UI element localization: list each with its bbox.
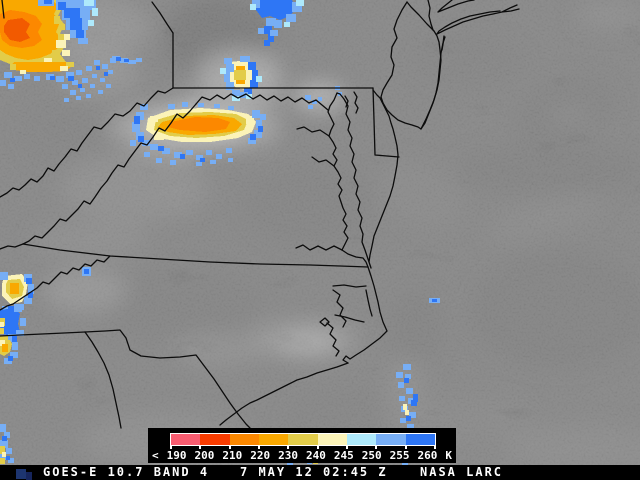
colorbar-tick-label: K <box>445 449 452 462</box>
coast-chesapeake-west <box>327 92 349 251</box>
border-nc-sc <box>84 329 251 429</box>
colorbar-tick <box>199 445 201 449</box>
border-nj-ny <box>406 1 435 32</box>
colorbar-tick-label: 230 <box>278 449 298 462</box>
coast-long-island <box>436 4 520 35</box>
colorbar-segment <box>376 434 406 445</box>
colorbar-tick <box>375 445 377 449</box>
border-ohio-river <box>0 87 174 198</box>
coast-upper-bay <box>344 91 359 114</box>
colorbar-tick-label: 210 <box>222 449 243 462</box>
cloud-texture-grain <box>0 0 640 465</box>
colorbar-tick <box>170 445 172 449</box>
colorbar-segment <box>405 434 435 445</box>
colorbar-tick <box>229 445 231 449</box>
state-borders <box>0 0 520 429</box>
datetime-label: 7 MAY 12 02:45 Z <box>240 465 388 479</box>
colorbar-tick <box>346 445 348 449</box>
colorbar-tick-label: 260 <box>417 449 438 462</box>
temperature-colorbar <box>170 433 436 446</box>
temperature-legend: <190 200 210 220 230 240 245 250 255 260 K <box>148 428 456 463</box>
colorbar-tick-label: 190 <box>166 449 187 462</box>
river-hudson <box>427 0 434 31</box>
sound-pamlico <box>334 314 365 323</box>
bar-artifact-blue2 <box>26 472 32 480</box>
colorbar-segment <box>258 434 289 445</box>
sound-shore <box>332 289 347 328</box>
colorbar-tick <box>434 445 436 449</box>
banks-inner <box>365 289 373 317</box>
colorbar-tick-label: 240 <box>306 449 326 462</box>
coast-nc-south <box>219 362 349 426</box>
coast-nj-shore <box>420 30 442 130</box>
status-bar: GOES-E 10.7 BAND 4 7 MAY 12 02:45 Z NASA… <box>0 465 640 480</box>
colorbar-tick <box>405 445 407 449</box>
border-fragment-topleft <box>1 0 5 19</box>
border-lake-erie <box>151 1 174 34</box>
satellite-map <box>0 0 640 465</box>
border-wv-va <box>22 103 197 245</box>
colorbar-segment <box>200 434 230 445</box>
coast-connecticut <box>437 0 475 13</box>
coast-outer-banks <box>341 249 388 364</box>
colorbar-tick-label: 200 <box>194 449 215 462</box>
border-potomac-river <box>195 93 329 111</box>
colorbar-labels: <190 200 210 220 230 240 245 250 255 260 K <box>152 450 452 461</box>
coast-delmarva <box>336 89 399 269</box>
colorbar-tick-label: < <box>152 449 159 462</box>
sound-albemarle <box>332 284 367 288</box>
border-savannah <box>84 331 122 429</box>
colorbar-tick-label: 245 <box>333 449 354 462</box>
sound-hook <box>319 317 330 327</box>
border-nc-tn <box>0 255 111 311</box>
product-label: GOES-E 10.7 BAND 4 <box>43 465 210 479</box>
colorbar-tick <box>258 445 260 449</box>
river-rappahannock <box>296 126 330 137</box>
colorbar-segment <box>346 434 377 445</box>
colorbar-segment <box>288 434 318 445</box>
colorbar-tick <box>287 445 289 449</box>
border-va-nc <box>22 243 369 268</box>
credit-label: NASA LARC <box>420 465 504 479</box>
colorbar-tick <box>317 445 319 449</box>
coast-james-river <box>295 244 343 251</box>
river-york <box>311 156 335 167</box>
coast-sandy-hook <box>441 35 445 51</box>
colorbar-tick-label: 255 <box>389 449 410 462</box>
colorbar-tick-label: 220 <box>250 449 271 462</box>
river-neuse <box>326 322 340 357</box>
border-35n <box>0 331 86 337</box>
border-ky-tn <box>0 243 24 250</box>
colorbar-tick-label: 250 <box>361 449 382 462</box>
bar-artifact-blue <box>16 469 26 479</box>
colorbar-segment <box>317 434 347 445</box>
border-de-md <box>372 87 400 158</box>
colorbar-segment <box>171 434 201 445</box>
cold-cloud-blobs <box>0 0 440 465</box>
colorbar-segment <box>229 434 259 445</box>
